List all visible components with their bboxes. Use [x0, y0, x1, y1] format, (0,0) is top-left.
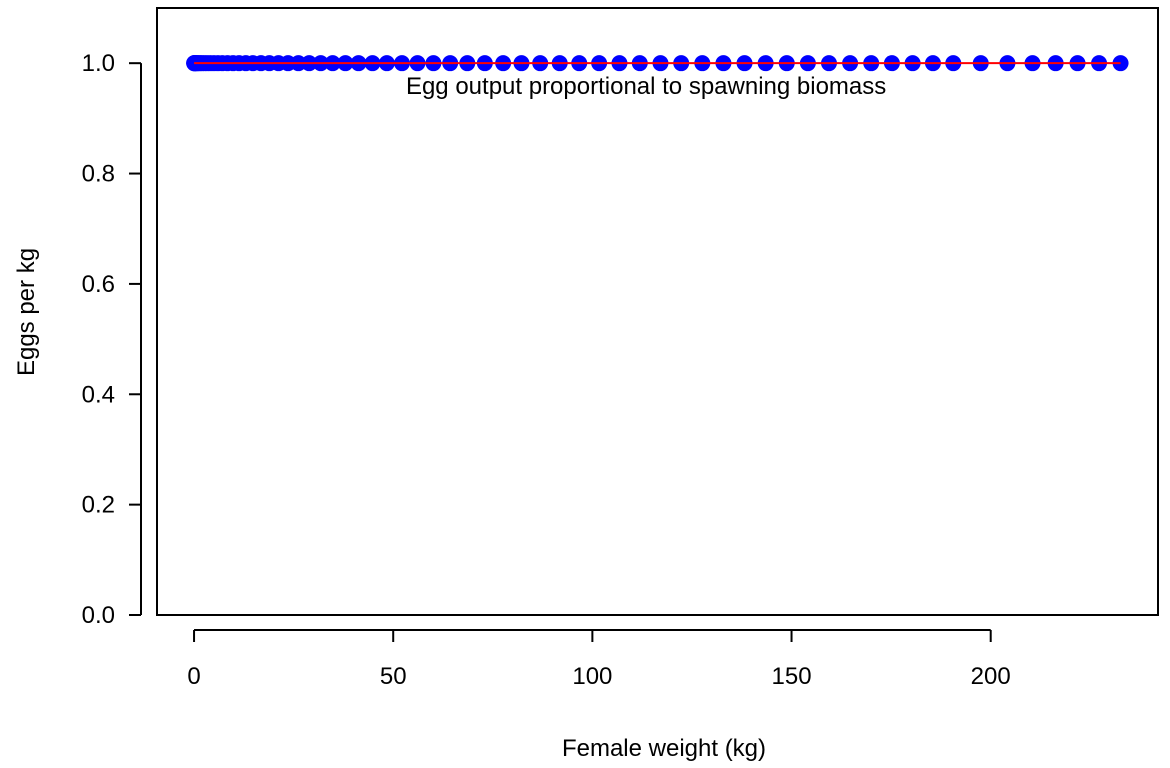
x-tick-label: 100	[572, 663, 612, 690]
x-axis: 0 50 100 150 200	[187, 629, 1011, 690]
series-layer	[186, 55, 1129, 72]
x-tick-label: 200	[971, 663, 1011, 690]
y-tick-label: 0.6	[82, 271, 115, 298]
x-tick-label: 150	[772, 663, 812, 690]
y-tick-label: 0.4	[82, 381, 115, 408]
x-tick-label: 0	[187, 663, 200, 690]
y-tick-label: 1.0	[82, 50, 115, 77]
y-axis-label: Eggs per kg	[13, 248, 40, 376]
plot-frame	[156, 7, 1159, 616]
y-tick-label: 0.8	[82, 161, 115, 188]
x-tick-label: 50	[380, 663, 407, 690]
annotation-text: Egg output proportional to spawning biom…	[406, 73, 886, 100]
x-axis-label: Female weight (kg)	[562, 735, 766, 762]
y-tick-label: 0.0	[82, 602, 115, 629]
y-axis: 0.0 0.2 0.4 0.6 0.8 1.0	[82, 50, 142, 629]
y-tick-label: 0.2	[82, 492, 115, 519]
